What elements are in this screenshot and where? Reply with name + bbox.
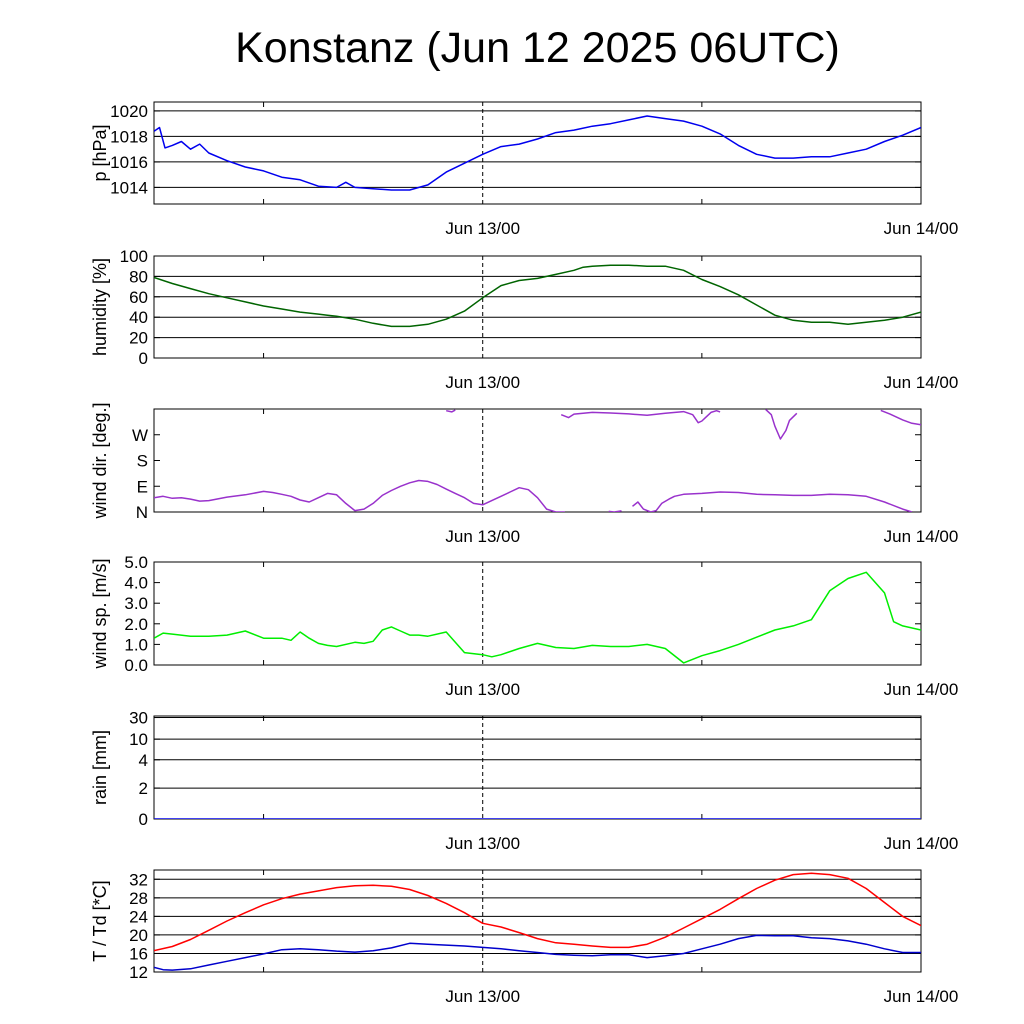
y-tick-label: 24 xyxy=(129,907,148,926)
y-axis-label: T / Td [*C] xyxy=(90,880,110,961)
plot-frame xyxy=(153,869,922,973)
y-tick-label: 4.0 xyxy=(124,574,148,593)
y-axis-label: p [hPa] xyxy=(90,124,110,181)
y-tick-label: 1018 xyxy=(110,127,148,146)
x-tick-label: Jun 14/00 xyxy=(884,834,959,853)
y-tick-label: 80 xyxy=(129,267,148,286)
y-axis-label: humidity [%] xyxy=(90,258,110,356)
series-group xyxy=(154,115,921,191)
series-line xyxy=(154,115,921,191)
y-tick-label: 0 xyxy=(139,810,148,829)
rain-panel: 0 2 4 10 30 rain [mm] Jun 13/00 Jun 14/00 xyxy=(90,709,958,853)
series-line xyxy=(765,409,798,440)
series-line xyxy=(608,510,622,512)
series-line xyxy=(446,409,456,413)
y-tick-label: 100 xyxy=(120,247,148,266)
y-tick-label: 5.0 xyxy=(124,553,148,572)
x-tick-label: Jun 13/00 xyxy=(445,527,520,546)
y-tick-label: 0 xyxy=(139,349,148,368)
y-tick-label: 4 xyxy=(139,751,148,770)
series-line xyxy=(880,409,921,426)
series-line xyxy=(154,934,921,971)
y-tick-label: 20 xyxy=(129,329,148,348)
y-tick-label: S xyxy=(137,452,148,471)
y-tick-label: 1.0 xyxy=(124,635,148,654)
x-tick-label: Jun 13/00 xyxy=(445,987,520,1006)
y-axis-label: wind dir. [deg.] xyxy=(90,402,110,519)
series-line xyxy=(632,491,913,512)
series-group xyxy=(154,571,921,664)
x-tick-label: Jun 14/00 xyxy=(884,373,959,392)
series-group xyxy=(154,872,921,971)
x-tick-label: Jun 13/00 xyxy=(445,834,520,853)
y-tick-label: 28 xyxy=(129,889,148,908)
y-tick-label: 1014 xyxy=(110,178,148,197)
y-tick-label: 16 xyxy=(129,944,148,963)
y-tick-label: 2.0 xyxy=(124,615,148,634)
y-tick-label: 30 xyxy=(129,709,148,728)
series-line xyxy=(154,872,921,952)
y-tick-label: 10 xyxy=(129,730,148,749)
x-tick-label: Jun 14/00 xyxy=(884,680,959,699)
y-tick-label: 1016 xyxy=(110,153,148,172)
y-tick-label: 40 xyxy=(129,308,148,327)
y-tick-label: 60 xyxy=(129,288,148,307)
series-line xyxy=(560,409,721,424)
y-tick-label: 2 xyxy=(139,779,148,798)
plot-frame xyxy=(153,715,922,820)
x-tick-label: Jun 14/00 xyxy=(884,527,959,546)
plot-frame xyxy=(153,255,922,359)
y-tick-label: 1020 xyxy=(110,102,148,121)
y-tick-label: 12 xyxy=(129,963,148,982)
y-tick-label: W xyxy=(132,426,148,445)
plot-frame xyxy=(153,561,922,666)
wind-speed-panel: 0.0 1.02.0 3.04.0 5.0 wind sp. [m/s] Jun 13/0… xyxy=(90,553,958,699)
x-tick-label: Jun 13/00 xyxy=(445,219,520,238)
x-tick-label: Jun 14/00 xyxy=(884,987,959,1006)
y-axis-label: wind sp. [m/s] xyxy=(90,558,110,669)
series-line xyxy=(154,264,921,328)
series-group xyxy=(154,264,921,328)
series-line xyxy=(154,479,565,512)
y-tick-label: 32 xyxy=(129,870,148,889)
plot-frame xyxy=(153,101,922,205)
plot-frame xyxy=(153,408,922,513)
x-tick-label: Jun 13/00 xyxy=(445,680,520,699)
y-axis-label: rain [mm] xyxy=(90,730,110,805)
x-tick-label: Jun 14/00 xyxy=(884,219,959,238)
series-line xyxy=(154,571,921,664)
y-tick-label: N xyxy=(136,503,148,522)
y-tick-label: E xyxy=(137,477,148,496)
y-tick-label: 3.0 xyxy=(124,594,148,613)
y-tick-label: 20 xyxy=(129,926,148,945)
y-tick-label: 0.0 xyxy=(124,656,148,675)
chart-title: Konstanz (Jun 12 2025 06UTC) xyxy=(235,24,840,72)
x-tick-label: Jun 13/00 xyxy=(445,373,520,392)
series-group xyxy=(154,409,921,512)
